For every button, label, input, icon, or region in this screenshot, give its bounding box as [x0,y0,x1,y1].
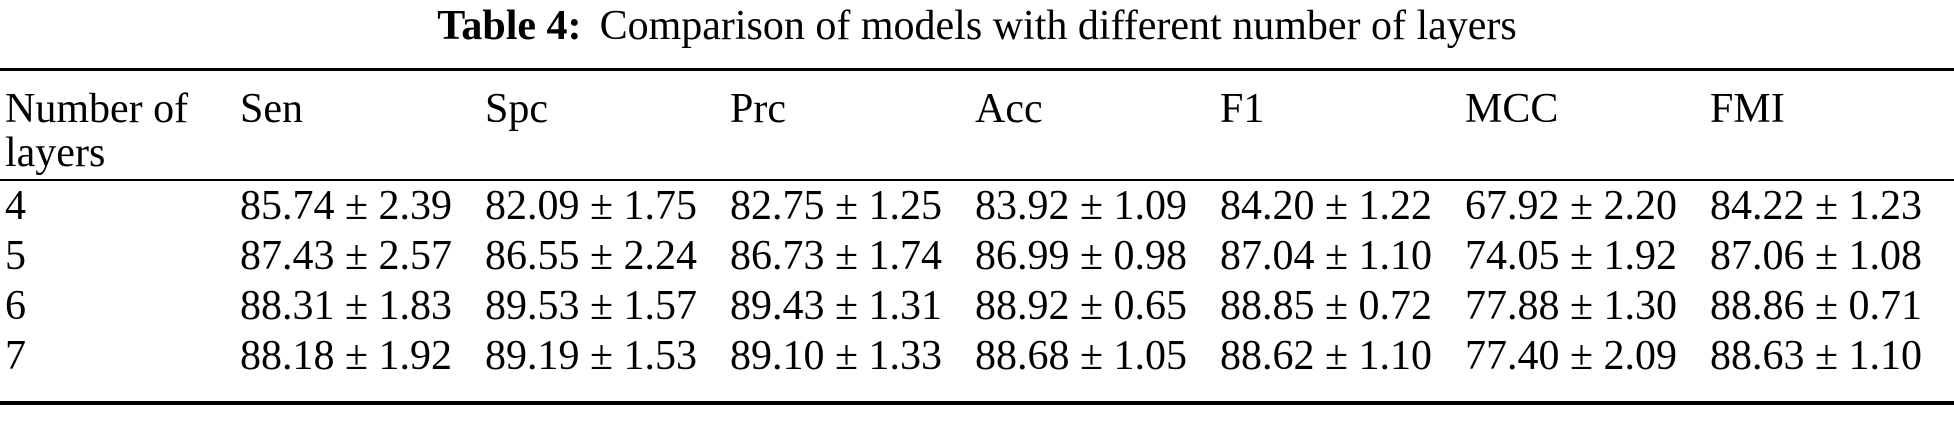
cell-layers: 5 [5,232,26,279]
cell-layers: 6 [5,282,26,329]
header-prc: Prc [730,86,786,132]
cell-layers: 4 [5,182,26,229]
comparison-table: Number of layers Sen Spc Prc Acc F1 MCC … [0,68,1954,405]
cell-f1: 88.85 ± 0.72 [1220,282,1433,329]
header-number-of-layers: Number of layers [5,86,189,176]
cell-fmi: 84.22 ± 1.23 [1710,182,1923,229]
header-mcc: MCC [1465,86,1559,132]
cell-sen: 85.74 ± 2.39 [240,182,453,229]
cell-mcc: 77.40 ± 2.09 [1465,332,1678,379]
cell-acc: 83.92 ± 1.09 [975,182,1188,229]
cell-mcc: 77.88 ± 1.30 [1465,282,1678,329]
cell-acc: 88.92 ± 0.65 [975,282,1188,329]
table-row-layers-6: 6 88.31 ± 1.83 89.53 ± 1.57 89.43 ± 1.31… [0,281,1954,331]
cell-spc: 89.19 ± 1.53 [485,332,698,379]
cell-spc: 89.53 ± 1.57 [485,282,698,329]
cell-prc: 82.75 ± 1.25 [730,182,943,229]
cell-acc: 86.99 ± 0.98 [975,232,1188,279]
header-acc: Acc [975,86,1043,132]
cell-f1: 88.62 ± 1.10 [1220,332,1433,379]
cell-mcc: 67.92 ± 2.20 [1465,182,1678,229]
cell-mcc: 74.05 ± 1.92 [1465,232,1678,279]
cell-spc: 86.55 ± 2.24 [485,232,698,279]
table-row-layers-4: 4 85.74 ± 2.39 82.09 ± 1.75 82.75 ± 1.25… [0,180,1954,231]
table-row-layers-5: 5 87.43 ± 2.57 86.55 ± 2.24 86.73 ± 1.74… [0,231,1954,281]
cell-spc: 82.09 ± 1.75 [485,182,698,229]
cell-layers: 7 [5,332,26,379]
table-row-layers-7: 7 88.18 ± 1.92 89.19 ± 1.53 89.10 ± 1.33… [0,331,1954,403]
table-caption-label: Table 4: [437,3,582,49]
cell-sen: 87.43 ± 2.57 [240,232,453,279]
cell-f1: 84.20 ± 1.22 [1220,182,1433,229]
table-caption: Table 4: Comparison of models with differ… [0,0,1954,68]
cell-fmi: 88.86 ± 0.71 [1710,282,1923,329]
table-caption-text: Comparison of models with different numb… [599,3,1517,49]
cell-fmi: 87.06 ± 1.08 [1710,232,1923,279]
header-spc: Spc [485,86,548,132]
cell-prc: 89.43 ± 1.31 [730,282,943,329]
cell-prc: 89.10 ± 1.33 [730,332,943,379]
cell-prc: 86.73 ± 1.74 [730,232,943,279]
cell-sen: 88.31 ± 1.83 [240,282,453,329]
cell-f1: 87.04 ± 1.10 [1220,232,1433,279]
header-f1: F1 [1220,86,1265,132]
cell-fmi: 88.63 ± 1.10 [1710,332,1923,379]
cell-acc: 88.68 ± 1.05 [975,332,1188,379]
cell-sen: 88.18 ± 1.92 [240,332,453,379]
header-sen: Sen [240,86,303,132]
header-fmi: FMI [1710,86,1785,132]
table-header-row: Number of layers Sen Spc Prc Acc F1 MCC … [0,70,1954,180]
